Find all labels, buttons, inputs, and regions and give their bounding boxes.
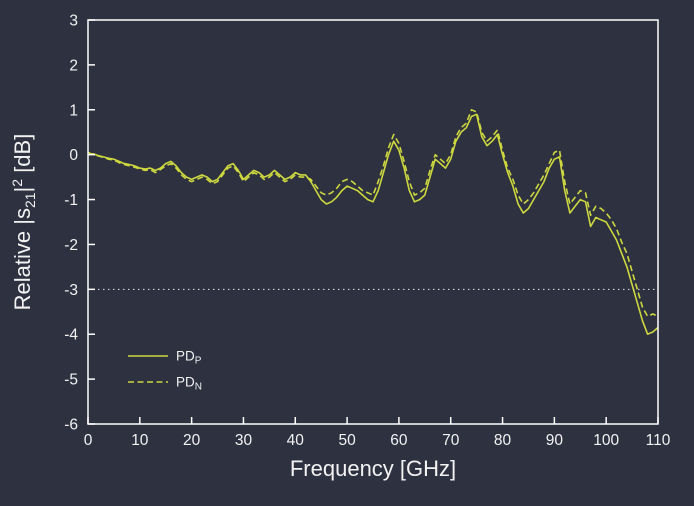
x-axis-label: Frequency [GHz] [290, 456, 456, 481]
series-line-pd_p [87, 113, 659, 335]
y-tick-label: -2 [64, 237, 78, 254]
y-tick-label: -5 [64, 372, 78, 389]
x-tick-label: 20 [183, 432, 201, 449]
series-line-pd_n [87, 109, 659, 318]
x-tick-label: 40 [287, 432, 305, 449]
x-tick-label: 80 [494, 432, 512, 449]
y-tick-label: -4 [64, 327, 78, 344]
x-tick-label: 50 [338, 432, 356, 449]
x-tick-label: 70 [442, 432, 460, 449]
x-tick-label: 110 [646, 432, 671, 449]
x-tick-label: 10 [131, 432, 149, 449]
y-axis-label: Relative |s21|2 [dB] [9, 134, 38, 311]
legend-label-p: PDP [176, 349, 202, 367]
x-tick-label: 90 [546, 432, 564, 449]
y-tick-label: -6 [64, 417, 78, 434]
legend: PDP PDN [128, 349, 202, 393]
y-tick-label: -1 [64, 192, 78, 209]
x-tick-label: 60 [390, 432, 408, 449]
x-tick-label: 100 [593, 432, 619, 449]
x-tick-label: 30 [235, 432, 253, 449]
y-tick-label: 1 [69, 102, 78, 119]
plot-frame [87, 19, 659, 425]
x-tick-label: 0 [84, 432, 93, 449]
y-tick-label: -3 [64, 282, 78, 299]
y-tick-label: 3 [69, 13, 78, 30]
y-tick-label: 0 [69, 147, 78, 164]
legend-label-n: PDN [176, 375, 202, 393]
y-tick-label: 2 [69, 57, 78, 74]
